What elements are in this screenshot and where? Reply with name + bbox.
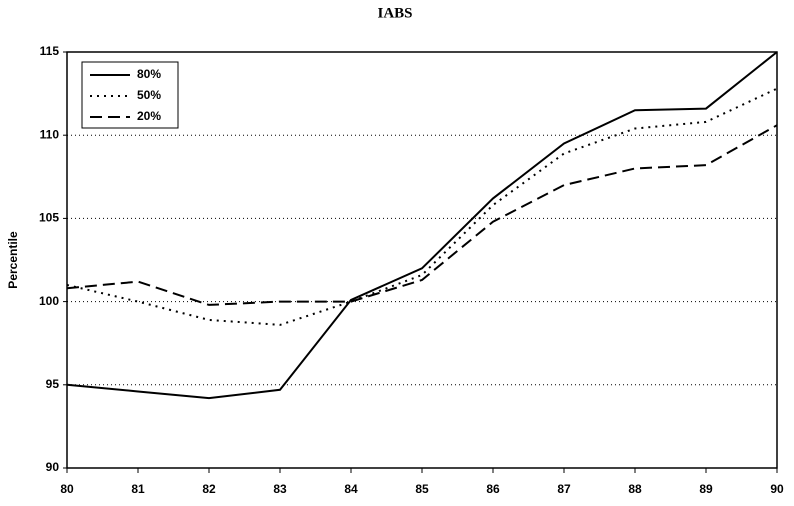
x-tick-label: 83 [273, 482, 287, 496]
y-tick-label: 115 [40, 44, 60, 58]
x-tick-label: 84 [344, 482, 358, 496]
y-tick-label: 90 [46, 460, 60, 474]
x-tick-label: 90 [770, 482, 784, 496]
y-tick-label: 110 [40, 127, 60, 141]
legend-label: 20% [137, 109, 161, 123]
plot-frame [66, 51, 778, 469]
x-tick-label: 82 [202, 482, 216, 496]
legend-label: 50% [137, 88, 161, 102]
x-tick-label: 88 [628, 482, 642, 496]
x-tick-label: 81 [131, 482, 145, 496]
chart-title: IABS [377, 5, 412, 21]
y-tick-label: 105 [39, 211, 59, 225]
legend-label: 80% [137, 67, 161, 81]
x-tick-label: 86 [486, 482, 500, 496]
y-tick-label: 95 [46, 377, 60, 391]
legend-box [81, 61, 179, 129]
x-tick-label: 89 [699, 482, 713, 496]
y-tick-label: 100 [39, 294, 59, 308]
series-line [66, 51, 778, 400]
y-axis-label: Percentile [6, 231, 20, 289]
x-tick-label: 85 [415, 482, 429, 496]
series-line [66, 124, 778, 306]
x-tick-label: 80 [60, 482, 74, 496]
x-tick-label: 87 [557, 482, 571, 496]
